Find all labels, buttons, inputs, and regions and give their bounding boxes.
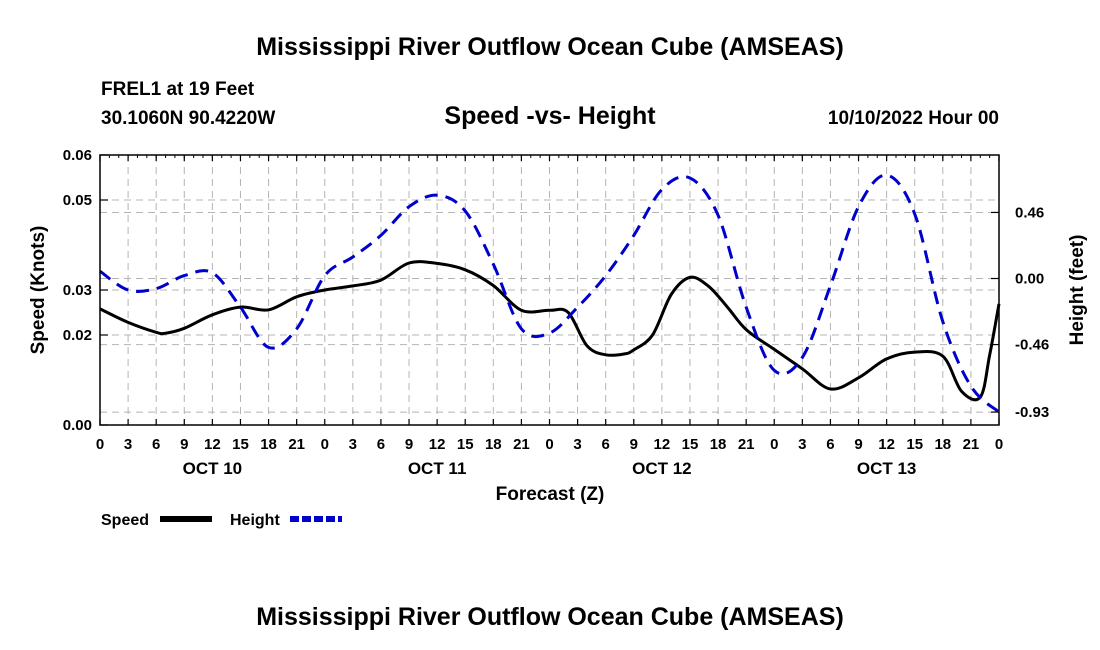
y2-tick-label: -0.46 [1015, 337, 1049, 354]
day-label: OCT 13 [857, 459, 917, 478]
forecast-datetime: 10/10/2022 Hour 00 [828, 108, 999, 129]
y2-tick-label: 0.00 [1015, 271, 1044, 288]
x-tick-label: 12 [878, 436, 895, 453]
y2-tick-label: -0.93 [1015, 404, 1049, 421]
y-tick-label: 0.02 [63, 327, 92, 344]
x-tick-label: 9 [630, 436, 638, 453]
y-tick-label: 0.03 [63, 282, 92, 299]
coordinates-label: 30.1060N 90.4220W [101, 108, 275, 129]
x-tick-label: 12 [654, 436, 671, 453]
x-tick-label: 18 [485, 436, 502, 453]
x-tick-label: 0 [321, 436, 329, 453]
series-layer [99, 173, 1001, 414]
x-tick-label: 9 [854, 436, 862, 453]
x-axis-label: Forecast (Z) [496, 484, 605, 505]
y2-axis-label: Height (feet) [1067, 235, 1088, 346]
x-tick-label: 15 [682, 436, 699, 453]
chart-subtitle: Speed -vs- Height [444, 102, 656, 130]
x-tick-label: 6 [602, 436, 610, 453]
x-tick-label: 3 [573, 436, 581, 453]
x-tick-label: 0 [770, 436, 778, 453]
axes: 0 3 6 9 12 15 18 21 0 3 6 9 12 15 18 21 0 3 6 9 12 15 18 21 0 3 6 9… [63, 147, 1049, 478]
x-tick-label: 9 [405, 436, 413, 453]
day-label: OCT 12 [632, 459, 692, 478]
day-label: OCT 11 [408, 459, 467, 478]
y-tick-label: 0.00 [63, 417, 92, 434]
x-tick-label: 6 [826, 436, 834, 453]
station-label: FREL1 at 19 Feet [101, 79, 255, 100]
x-tick-label: 15 [457, 436, 474, 453]
grid-lines [100, 155, 999, 425]
x-tick-label: 15 [232, 436, 249, 453]
series-line-speed [99, 260, 1001, 402]
day-label: OCT 10 [183, 459, 243, 478]
x-tick-label: 21 [513, 436, 530, 453]
x-tick-label: 21 [963, 436, 980, 453]
x-tick-label: 6 [377, 436, 385, 453]
x-tick-label: 18 [710, 436, 727, 453]
y2-tick-label: 0.46 [1015, 204, 1044, 221]
x-tick-label: 18 [260, 436, 277, 453]
y-tick-label: 0.06 [63, 147, 92, 164]
series-line-height [99, 173, 1001, 414]
x-tick-label: 12 [429, 436, 446, 453]
x-tick-label: 9 [180, 436, 188, 453]
x-tick-label: 3 [124, 436, 132, 453]
y-tick-label: 0.05 [63, 192, 92, 209]
x-tick-label: 0 [995, 436, 1003, 453]
x-tick-label: 21 [288, 436, 305, 453]
x-tick-label: 0 [96, 436, 104, 453]
x-tick-label: 12 [204, 436, 221, 453]
x-tick-label: 15 [906, 436, 923, 453]
legend-label-speed: Speed [101, 512, 149, 529]
chart-main-title: Mississippi River Outflow Ocean Cube (AM… [256, 33, 844, 61]
x-tick-label: 18 [934, 436, 951, 453]
x-tick-label: 6 [152, 436, 160, 453]
bottom-title: Mississippi River Outflow Ocean Cube (AM… [256, 603, 844, 631]
legend: Speed Height [101, 512, 342, 529]
y-axis-label: Speed (Knots) [28, 226, 49, 355]
x-tick-label: 21 [738, 436, 755, 453]
x-tick-label: 3 [349, 436, 357, 453]
x-tick-label: 0 [545, 436, 553, 453]
legend-label-height: Height [230, 512, 280, 529]
x-tick-label: 3 [798, 436, 806, 453]
